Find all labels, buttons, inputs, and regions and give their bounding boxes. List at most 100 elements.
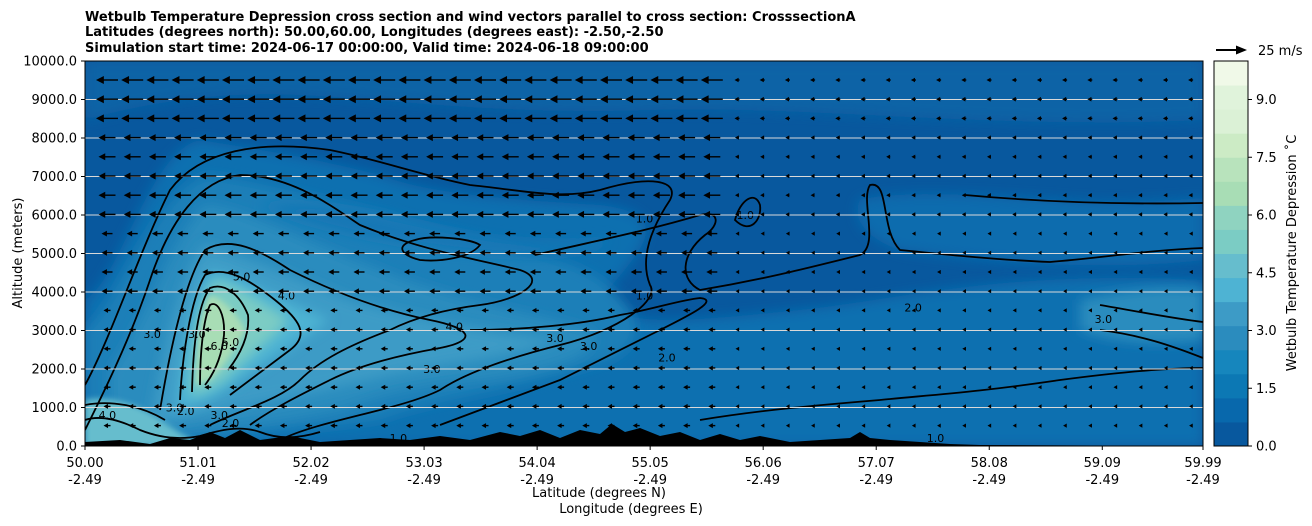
wind-vector [1113,365,1118,371]
wind-vector [526,191,544,199]
wind-vector [328,269,340,275]
wind-vector [179,423,187,429]
wind-vector [886,404,891,409]
x-tick-label-lon: -2.49 [294,473,328,488]
wind-vector [254,403,262,409]
colorbar-segment [1214,61,1248,86]
wind-vector [353,249,365,256]
wind-vector [529,249,541,256]
wind-vector [1012,173,1017,179]
wind-vector [1112,116,1118,121]
wind-vector [171,95,194,104]
wind-vector [811,404,815,409]
wind-vector [580,249,592,256]
wind-vector [297,95,320,104]
wind-vector [380,307,388,313]
wind-vector [1062,96,1068,102]
wind-vector [531,384,539,390]
colorbar-segment [1214,325,1248,351]
wind-vector [861,346,866,351]
wind-vector [405,327,413,333]
wind-vector [678,134,696,142]
wind-vector [911,346,916,351]
x-axis: 50.00 -2.49 51.01 -2.49 52.02 -2.49 53.03 -2.49… [66,446,1222,488]
colorbar-tick-label: 4.5 [1256,266,1277,281]
wind-vector [911,231,916,236]
wind-vector [174,153,192,161]
wind-vector [526,134,544,142]
contour-line-2 [439,297,708,426]
colorbar-label: Wetbulb Temperature Depression ˚C [1284,135,1300,372]
wind-vector [151,230,163,237]
wind-vector [580,288,592,295]
wind-vector [681,288,693,295]
wind-vector [552,210,570,218]
wind-vector [128,384,136,390]
wind-vector [961,173,966,179]
wind-vector [1037,135,1042,140]
wind-vector [103,346,111,352]
wind-vector [1063,308,1067,313]
wind-vector [861,250,866,255]
wind-vector [675,76,698,84]
wind-vector [1012,365,1017,371]
wind-vector [423,95,446,104]
wind-vector [1087,212,1092,217]
wind-vector [1138,212,1143,217]
wind-vector [1138,327,1143,332]
wind-vector [151,288,163,295]
wind-vector [224,134,242,142]
wind-vector [1163,365,1168,371]
wind-vector [474,95,496,104]
contour-label: 1.0 [636,213,654,226]
wind-vector [179,307,187,313]
wind-vector [126,230,138,237]
wind-vector [861,423,866,428]
wind-vector [423,114,446,123]
wind-vector [1188,135,1193,140]
wind-vector [1137,96,1143,102]
wind-vector [1063,365,1067,371]
wind-vector [735,423,740,428]
wind-vector [735,365,740,371]
wind-vector [403,230,415,237]
wind-vector [785,212,790,217]
colorbar: 0.0 1.5 3.0 4.5 6.0 7.5 9.0 [1214,61,1277,455]
wind-vector [148,134,166,142]
wind-vector [103,384,111,390]
x-tick-label-lat: 59.09 [1084,456,1121,471]
wind-vector [1063,327,1067,332]
y-axis: 0.0 1000.0 2000.0 3000.0 4000.0 5000.0 6000.0 7… [23,55,85,455]
wind-vector [632,307,640,313]
filled-contour-band [196,295,245,385]
wind-vector [607,403,615,409]
wind-vector [400,134,418,142]
wind-vector [632,384,640,390]
wind-vector [1012,327,1017,332]
wind-vector [199,191,217,199]
wind-vector [706,249,718,256]
wind-vector [322,95,345,104]
wind-vector [760,385,765,390]
colorbar-tick-label: 9.0 [1256,93,1277,108]
wind-vector [1037,231,1042,236]
wind-vector [810,154,815,159]
wind-vector [759,77,765,83]
y-tick-label: 4000.0 [32,286,78,301]
wind-vector [128,307,136,313]
wind-vector [128,346,136,352]
wind-vector [1163,423,1168,428]
wind-vector [330,307,338,313]
wind-vector [501,191,519,199]
contour-line-surface [699,367,1203,421]
wind-vector [627,191,645,199]
x-tick-label-lon: -2.49 [181,473,215,488]
contour-label: 5.0 [233,270,251,283]
y-tick-label: 6000.0 [32,209,78,224]
wind-vector [708,346,716,352]
wind-vector [476,191,494,199]
wind-vector [911,308,916,313]
wind-vector [405,384,413,390]
wind-vector [254,384,262,390]
wind-vector [937,385,941,390]
